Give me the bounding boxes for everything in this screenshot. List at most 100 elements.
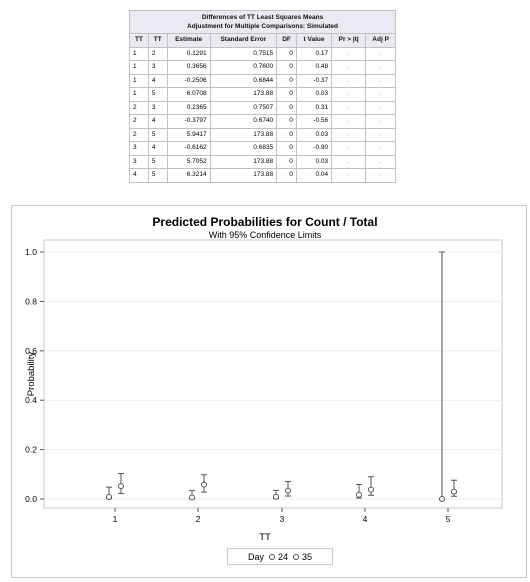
table-cell: 2 bbox=[129, 114, 149, 129]
x-axis-label: TT bbox=[259, 532, 271, 543]
table-header-row: TT TT Estimate Standard Error DF t Value Pr > … bbox=[129, 33, 396, 48]
data-point bbox=[285, 487, 291, 494]
table-cell: 0.6835 bbox=[209, 141, 278, 156]
table-cell: . bbox=[331, 127, 367, 142]
table-title: Differences of TT Least Squares Means Ad… bbox=[129, 10, 396, 34]
table-cell: 0.6740 bbox=[209, 114, 278, 129]
table-cell: 0 bbox=[276, 168, 297, 183]
table-cell: 3 bbox=[147, 60, 168, 75]
table-cell: . bbox=[331, 46, 367, 61]
legend: Day 24 35 bbox=[227, 548, 333, 565]
x-tick-label: 3 bbox=[280, 514, 285, 524]
legend-item-35: 35 bbox=[293, 552, 312, 562]
x-tick-label: 1 bbox=[113, 514, 118, 524]
data-point bbox=[439, 496, 445, 502]
table-cell: . bbox=[365, 168, 396, 183]
y-tick-label: 0.8 bbox=[25, 296, 37, 306]
table-body: 1 2 0.1291 0.7515 0 0.17.. 1 3 0.3656 0.7600 0 0.48… bbox=[129, 46, 396, 183]
table-cell: 173.88 bbox=[209, 154, 278, 169]
table-row: 1 4 -0.2506 0.6844 0 -0.37.. bbox=[129, 73, 396, 88]
table-cell: 173.88 bbox=[209, 168, 278, 183]
table-cell: -0.37 bbox=[295, 73, 333, 88]
lsmeans-differences-table: Differences of TT Least Squares Means Ad… bbox=[129, 10, 396, 183]
data-point bbox=[451, 488, 457, 495]
column-header: Adj P bbox=[365, 33, 396, 48]
table-cell: 0.7515 bbox=[209, 46, 278, 61]
table-cell: 4 bbox=[147, 141, 168, 156]
table-cell: 3 bbox=[129, 141, 149, 156]
table-row: 3 5 5.7052 173.88 0 0.03.. bbox=[129, 154, 396, 169]
data-point bbox=[189, 494, 195, 501]
table-cell: 0.03 bbox=[295, 87, 333, 102]
table-cell: 0.03 bbox=[295, 154, 333, 169]
table-cell: . bbox=[331, 168, 367, 183]
table-cell: 0.7507 bbox=[209, 100, 278, 115]
data-point bbox=[356, 491, 362, 498]
data-point bbox=[201, 481, 207, 488]
y-tick-label: 1.0 bbox=[25, 247, 37, 257]
table-row: 2 4 -0.3797 0.6740 0 -0.56.. bbox=[129, 114, 396, 129]
table-row: 1 2 0.1291 0.7515 0 0.17.. bbox=[129, 46, 396, 61]
table-title-row: Differences of TT Least Squares Means Ad… bbox=[129, 10, 396, 34]
table-row: 2 5 5.9417 173.88 0 0.03.. bbox=[129, 127, 396, 142]
table-cell: 0.03 bbox=[295, 127, 333, 142]
table-cell: . bbox=[331, 114, 367, 129]
table-cell: 6.0708 bbox=[166, 87, 211, 102]
table-cell: 0.6844 bbox=[209, 73, 278, 88]
table-cell: 4 bbox=[129, 168, 149, 183]
column-header: TT bbox=[129, 33, 149, 48]
data-point bbox=[368, 486, 374, 493]
column-header: Estimate bbox=[166, 33, 211, 48]
y-tick-label: 0.2 bbox=[25, 445, 37, 455]
x-tick-label: 5 bbox=[446, 514, 451, 524]
table-cell: 0 bbox=[276, 87, 297, 102]
table-cell: 5 bbox=[147, 127, 168, 142]
chart-subtitle: With 95% Confidence Limits bbox=[209, 230, 322, 240]
table-cell: . bbox=[331, 73, 367, 88]
table-row: 3 4 -0.6162 0.6835 0 -0.90.. bbox=[129, 141, 396, 156]
table-cell: 5.9417 bbox=[166, 127, 211, 142]
table-row: 1 5 6.0708 173.88 0 0.03.. bbox=[129, 87, 396, 102]
table-title-text: Differences of TT Least Squares Means bbox=[201, 14, 324, 21]
table-cell: 5 bbox=[147, 154, 168, 169]
y-axis-label: Probability bbox=[26, 352, 37, 397]
table-cell: . bbox=[365, 100, 396, 115]
y-tick-label: 0.4 bbox=[25, 395, 37, 405]
plot-area bbox=[43, 239, 503, 509]
column-header: Standard Error bbox=[209, 33, 278, 48]
data-point bbox=[106, 494, 112, 501]
table-cell: . bbox=[365, 73, 396, 88]
circle-marker-icon bbox=[268, 553, 275, 560]
y-tick-label: 0.0 bbox=[25, 494, 37, 504]
data-point bbox=[118, 483, 124, 490]
table-cell: 0.17 bbox=[295, 46, 333, 61]
data-point bbox=[273, 493, 279, 500]
column-header: t Value bbox=[295, 33, 333, 48]
legend-label-35: 35 bbox=[302, 551, 313, 562]
table-cell: . bbox=[331, 87, 367, 102]
column-header: Pr > |t| bbox=[331, 33, 367, 48]
table-cell: 0.1291 bbox=[166, 46, 211, 61]
y-tick-label: 0.6 bbox=[25, 346, 37, 356]
table-cell: . bbox=[365, 127, 396, 142]
circle-marker-icon bbox=[293, 553, 299, 560]
table-row: 2 3 0.2365 0.7507 0 0.31.. bbox=[129, 100, 396, 115]
table-cell: . bbox=[365, 46, 396, 61]
table-cell: 0.2365 bbox=[166, 100, 211, 115]
table-cell: . bbox=[331, 141, 367, 156]
table-cell: . bbox=[365, 60, 396, 75]
table-subtitle-text: Adjustment for Multiple Comparisons: Sim… bbox=[187, 23, 338, 30]
table-cell: -0.3797 bbox=[166, 114, 211, 129]
table-row: 4 5 6.3214 173.88 0 0.04.. bbox=[129, 168, 396, 183]
table-cell: 0 bbox=[276, 100, 297, 115]
legend-title: Day bbox=[247, 551, 264, 562]
table-cell: 6.3214 bbox=[166, 168, 211, 183]
table-cell: 1 bbox=[129, 46, 149, 61]
x-tick-label: 4 bbox=[363, 514, 368, 524]
chart-title: Predicted Probabilities for Count / Tota… bbox=[152, 215, 377, 229]
table-cell: 0 bbox=[276, 127, 297, 142]
table-cell: 0.48 bbox=[295, 60, 333, 75]
lsmeans-table-container: Differences of TT Least Squares Means Ad… bbox=[129, 10, 396, 183]
table-cell: 0.04 bbox=[295, 168, 333, 183]
